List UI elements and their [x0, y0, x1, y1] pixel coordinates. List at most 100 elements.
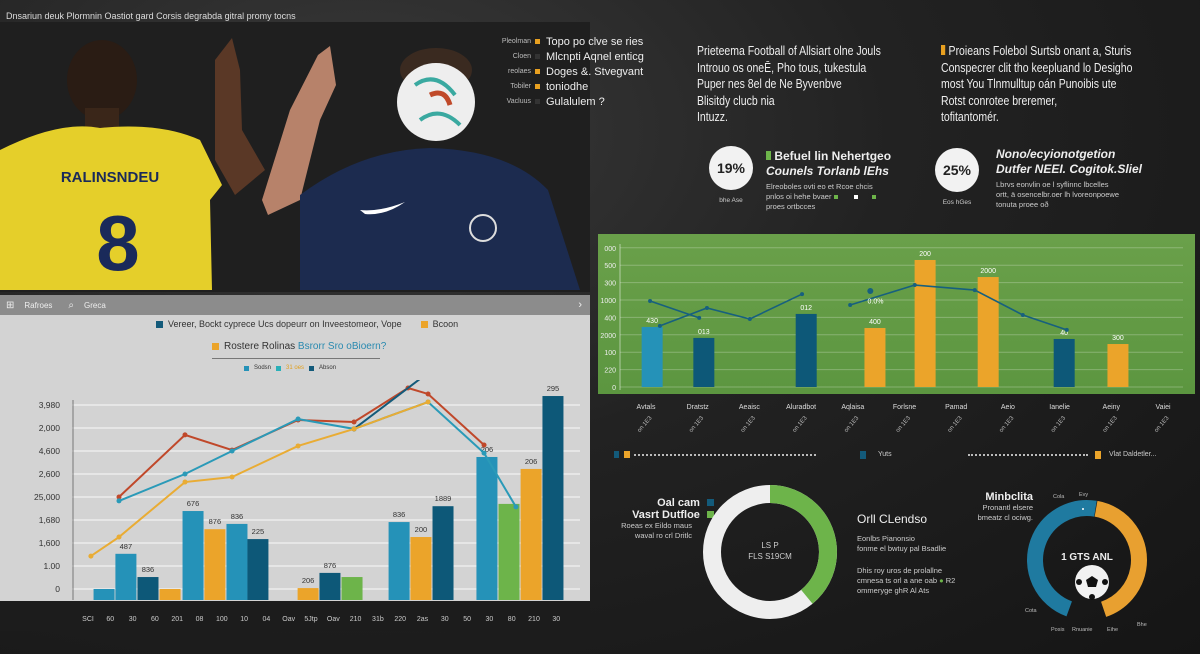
data-point — [704, 306, 709, 311]
donut2-label: Cola — [1053, 494, 1065, 500]
data-point — [481, 450, 487, 456]
series-line — [659, 293, 803, 327]
bar-label: 200 — [919, 251, 931, 258]
data-point — [1020, 312, 1025, 317]
photo-label-row: Vacluus Gulalulem ? — [486, 94, 636, 109]
data-point — [657, 323, 662, 328]
bullet-icon — [941, 45, 946, 55]
bar — [476, 456, 498, 600]
tab-greca[interactable]: Greca — [84, 300, 106, 310]
y-tick-label: 220 — [604, 368, 616, 375]
data-point — [800, 292, 805, 297]
bar — [410, 537, 432, 600]
y-tick-label: 2,600 — [39, 469, 61, 479]
x-tick-label: 210 — [528, 616, 540, 623]
data-point — [912, 283, 917, 288]
y-tick-label: 100 — [604, 350, 616, 357]
bar-label: 40 — [1060, 330, 1068, 337]
x-sub-label: on 1E3 — [792, 415, 809, 434]
data-point — [295, 443, 301, 449]
bar — [432, 506, 454, 600]
bar-label: 012 — [800, 305, 812, 312]
y-tick-label: 1,600 — [39, 538, 61, 548]
text-block-2: Proieans Folebol Surtsb onant a, Sturis … — [941, 44, 1133, 124]
photo-label-key: Tobiler — [510, 83, 531, 90]
soccer-ball-icon — [397, 63, 475, 141]
y-tick-label: 1.00 — [43, 561, 60, 571]
x-tick-label: Forlsne — [893, 404, 916, 411]
series-line — [118, 386, 485, 498]
bar-label: 2000 — [980, 268, 996, 275]
chart-mini-legend: Sodsn 31 oes Abson — [244, 365, 336, 371]
data-point — [88, 553, 94, 559]
x-sub-label: on 1E3 — [999, 415, 1016, 434]
x-sub-label: on 1E3 — [1154, 415, 1171, 434]
bar-label: 400 — [869, 319, 881, 326]
bar — [341, 577, 363, 600]
legend-swatch — [860, 451, 866, 459]
data-point — [229, 474, 235, 480]
legend-swatch — [1095, 451, 1101, 459]
data-point — [182, 432, 188, 438]
x-sub-label: on 1E3 — [688, 415, 705, 434]
player-yellow: RALINSNDEU 8 — [0, 38, 265, 290]
x-tick-label: Dratstz — [687, 404, 710, 411]
y-tick-label: 500 — [604, 263, 616, 270]
x-tick-label: 100 — [216, 616, 228, 623]
stat-2-text: Nono/ecyionotgetion Dutfer NEEI. Cogitok… — [996, 147, 1143, 209]
x-axis-strip — [0, 601, 590, 631]
stat-caption: Eos hGes — [942, 199, 972, 206]
x-tick-label: Vaiei — [1155, 404, 1170, 411]
stat-value: 25% — [935, 148, 979, 192]
data-point — [1064, 327, 1069, 332]
stat-1: 19% bhe Ase — [709, 146, 753, 206]
y-tick-label: 1,680 — [39, 515, 61, 525]
grid-icon[interactable]: ⊞ — [6, 299, 15, 311]
donut2-label: Bhe — [1137, 622, 1147, 628]
bar-label: 300 — [1112, 335, 1124, 342]
y-tick-label: 1000 — [600, 298, 616, 305]
x-tick-label: SCI — [82, 616, 94, 623]
stat-1-text: Befuel lin Nehertgeo Counels Torlanb lEh… — [766, 149, 892, 211]
page-header-text: Dnsariun deuk Plormnin Oastiot gard Cors… — [6, 11, 296, 21]
bar — [693, 337, 715, 387]
bar — [319, 572, 341, 600]
pitch-bar-chart: 0 220 100 2000 400 1000 300 500 000 430 013 012 400 2… — [600, 244, 1183, 434]
x-tick-label: 30 — [129, 616, 137, 623]
y-tick-label: 3,980 — [39, 400, 61, 410]
data-point — [867, 287, 874, 294]
x-tick-label: Aqlaisa — [841, 404, 864, 411]
bar — [247, 539, 269, 600]
chevron-right-icon[interactable]: › — [578, 299, 582, 311]
photo-label-value: Doges &. Stvegvant — [546, 65, 644, 78]
y-tick-label: 400 — [604, 315, 616, 322]
x-tick-label: 2as — [417, 616, 429, 623]
bar-label: 430 — [646, 318, 658, 325]
x-tick-label: 30 — [486, 616, 494, 623]
x-tick-label: 30 — [441, 616, 449, 623]
bar — [1107, 344, 1129, 387]
x-tick-label: Aluradbot — [786, 404, 816, 411]
data-point — [425, 399, 431, 405]
x-tick-label: 80 — [508, 616, 516, 623]
chart-legend-main: Vereer, Bockt cyprece Ucs dopeurr on Inv… — [156, 319, 458, 329]
panel-toolbar: ⊞ Rafroes ⌕ Greca › — [0, 295, 590, 315]
x-tick-label: 5Jtp — [304, 616, 317, 623]
bar — [914, 259, 936, 387]
annotation: 0.0% — [867, 298, 883, 305]
x-sub-label: on 1E3 — [637, 415, 654, 434]
tab-rafroes[interactable]: Rafroes — [24, 300, 53, 310]
donut1-center-line: LS P — [761, 541, 778, 550]
data-point — [848, 303, 853, 308]
soccer-ball-icon — [1075, 565, 1109, 600]
series-line — [849, 284, 1068, 331]
x-tick-label: 210 — [350, 616, 362, 623]
search-icon[interactable]: ⌕ — [68, 299, 75, 311]
bar-label: 225 — [252, 527, 265, 536]
x-tick-label: 201 — [171, 616, 183, 623]
bar-label: 206 — [481, 445, 494, 454]
bar-label: 200 — [415, 525, 428, 534]
jersey-number: 8 — [96, 199, 139, 287]
series-line — [353, 380, 421, 430]
bar — [520, 468, 542, 600]
